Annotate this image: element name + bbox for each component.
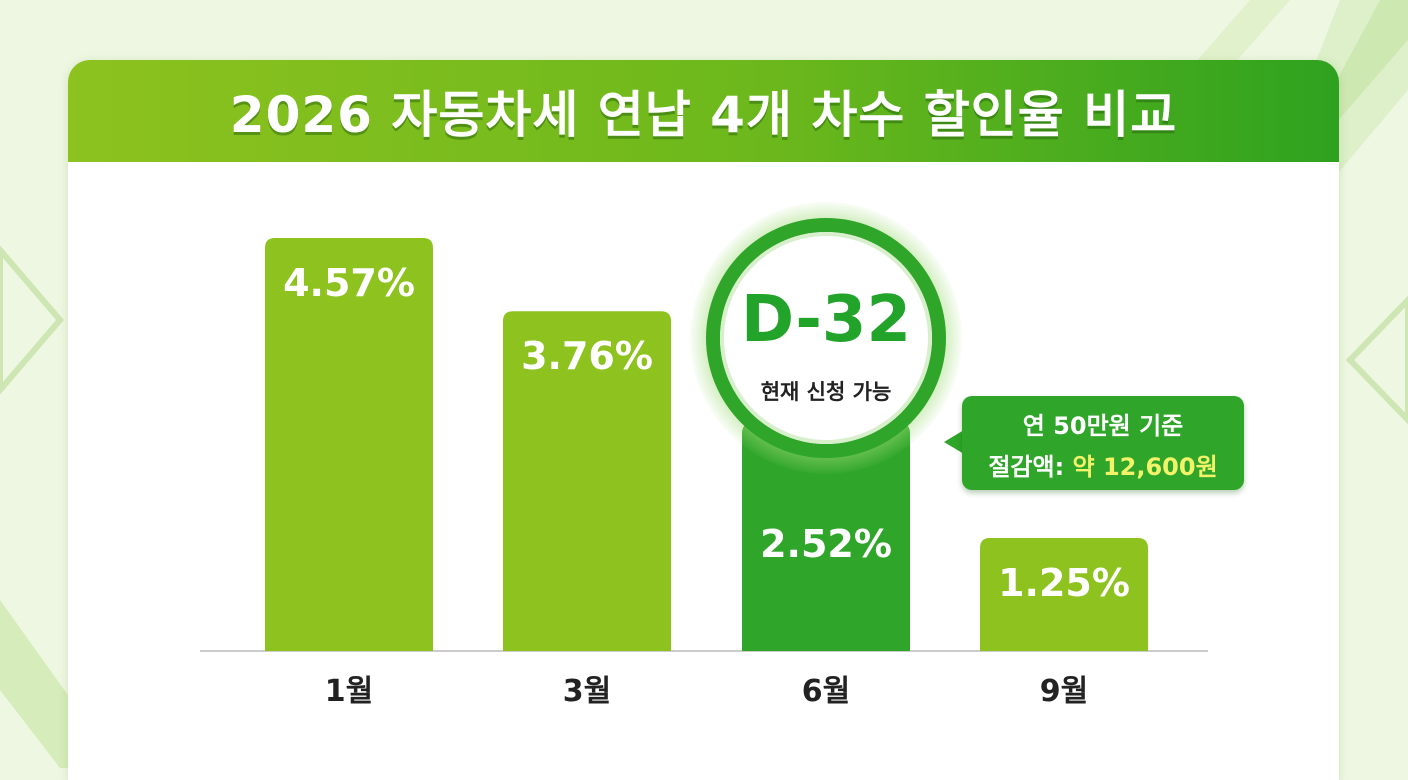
category-label: 3월	[563, 674, 611, 709]
dday-count: D-32	[741, 283, 911, 357]
bar-value-label: 2.52%	[760, 522, 892, 566]
bar-2	[503, 311, 671, 651]
dday-badge	[720, 232, 932, 444]
savings-callout	[962, 396, 1244, 490]
category-label: 1월	[325, 674, 373, 709]
bar-4	[980, 538, 1148, 651]
bar-value-label: 1.25%	[998, 561, 1130, 605]
bar-1	[265, 238, 433, 651]
callout-savings-label: 절감액:	[988, 453, 1065, 481]
title-banner: 2026 자동차세 연납 4개 차수 할인율 비교	[68, 60, 1339, 162]
bar-3	[742, 423, 910, 651]
dday-status: 현재 신청 가능	[760, 380, 892, 404]
callout-savings-amount: 약 12,600원	[1072, 453, 1218, 481]
bar-value-label: 4.57%	[283, 261, 415, 305]
page-title: 2026 자동차세 연납 4개 차수 할인율 비교	[229, 86, 1178, 144]
category-label: 9월	[1040, 674, 1088, 709]
category-label: 6월	[802, 674, 850, 709]
callout-savings: 절감액: 약 12,600원	[962, 447, 1244, 482]
callout-tail	[944, 430, 964, 454]
bar-value-label: 3.76%	[521, 334, 653, 378]
callout-basis: 연 50만원 기준	[1022, 412, 1184, 440]
